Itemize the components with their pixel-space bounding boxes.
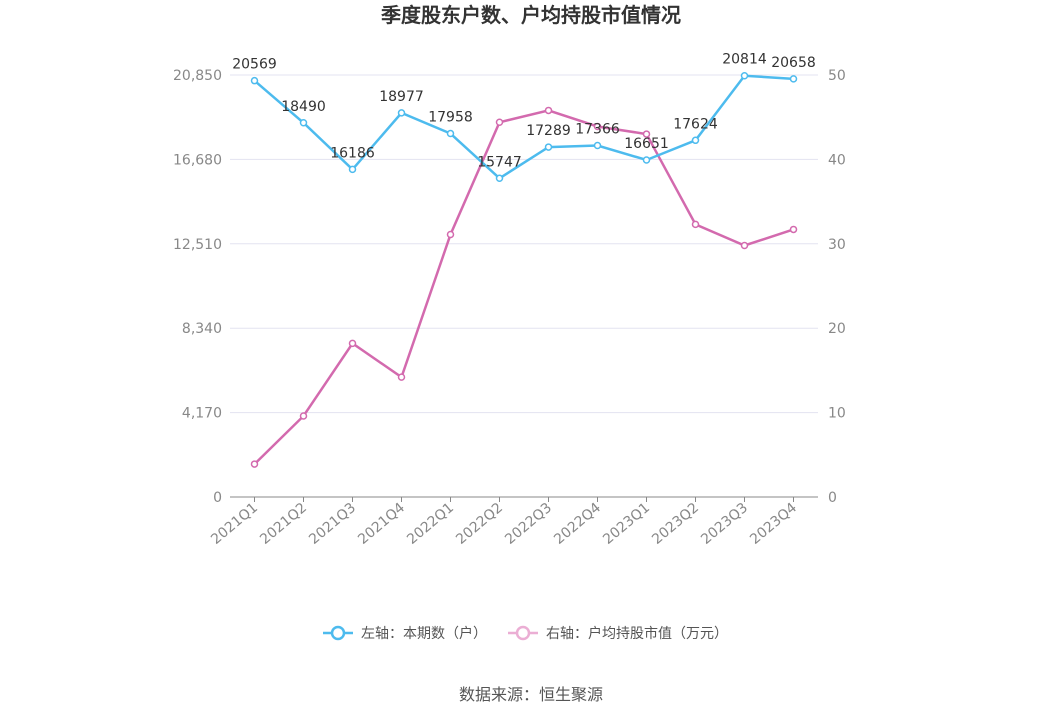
data-label: 15747	[477, 154, 522, 170]
series-point	[348, 339, 357, 348]
data-label: 17624	[673, 116, 718, 132]
right-axis-tick-label: 20	[828, 321, 846, 337]
x-axis-tick-label: 2021Q4	[355, 500, 408, 548]
x-axis-tick-label: 2022Q1	[404, 500, 457, 548]
series-point	[397, 373, 406, 381]
series-point	[593, 141, 602, 150]
x-axis-tick-label: 2022Q3	[502, 500, 555, 548]
series-point	[446, 230, 455, 239]
series-point	[495, 174, 504, 183]
x-axis-tick-label: 2023Q4	[747, 500, 800, 548]
series-line	[253, 109, 794, 465]
x-axis-tick-label: 2022Q2	[453, 500, 506, 548]
left-axis-tick-label: 0	[213, 490, 222, 506]
x-axis-tick-label: 2021Q1	[208, 500, 261, 548]
data-label: 18977	[379, 89, 424, 105]
left-axis-tick-label: 16,680	[173, 152, 222, 168]
series-point	[250, 460, 259, 468]
series-point	[691, 136, 700, 145]
series-point	[348, 165, 357, 174]
left-axis-tick-label: 4,170	[182, 406, 222, 422]
series-point	[397, 109, 406, 117]
legend-item[interactable]: 右轴：户均持股市值（万元）	[508, 625, 728, 642]
chart-title: 季度股东户数、户均持股市值情况	[380, 3, 681, 27]
left-axis-tick-label: 12,510	[173, 237, 222, 253]
series-line	[253, 74, 794, 180]
series-point	[544, 106, 553, 115]
series-point	[740, 241, 749, 250]
data-label: 17289	[526, 123, 571, 139]
source-note: 数据来源：恒生聚源	[459, 685, 603, 704]
x-axis-tick-label: 2022Q4	[551, 500, 604, 548]
legend-marker	[515, 625, 531, 641]
series-point	[446, 129, 455, 138]
series-point	[691, 220, 700, 229]
x-axis-tick-label: 2023Q2	[649, 500, 702, 548]
data-label: 20658	[771, 55, 816, 71]
series-point	[593, 122, 602, 131]
legend-item[interactable]: 左轴：本期数（户）	[323, 625, 487, 642]
data-label: 17958	[428, 110, 473, 126]
series-point	[495, 118, 504, 127]
right-axis-tick-label: 40	[828, 152, 846, 168]
legend-label: 右轴：户均持股市值（万元）	[546, 625, 728, 642]
data-label: 16651	[624, 136, 669, 152]
x-axis-tick-label: 2023Q1	[600, 500, 653, 548]
data-label: 18490	[281, 99, 326, 115]
series	[250, 71, 798, 468]
data-label: 17366	[575, 122, 620, 138]
series-point	[740, 71, 749, 80]
series-point	[642, 130, 651, 138]
right-axis-tick-label: 10	[828, 406, 846, 422]
data-label: 20814	[722, 52, 767, 68]
legend-marker	[330, 625, 346, 641]
right-axis-tick-label: 50	[828, 68, 846, 84]
series-point	[299, 412, 308, 420]
data-label: 20569	[232, 57, 277, 73]
axes: 0 0 4,170 10 8,340 20 12,510 30 16,680 40 20,850 50…	[173, 68, 846, 548]
data-label: 16186	[330, 145, 375, 161]
left-axis-tick-label: 8,340	[182, 321, 222, 337]
legend[interactable]: 左轴：本期数（户） 右轴：户均持股市值（万元）	[323, 625, 728, 642]
legend-label: 左轴：本期数（户）	[361, 625, 487, 642]
series-point	[789, 225, 798, 234]
x-axis-tick-label: 2021Q3	[306, 500, 359, 548]
x-axis-tick-label: 2021Q2	[257, 500, 310, 548]
series-point	[250, 76, 259, 85]
left-axis-tick-label: 20,850	[173, 68, 222, 84]
grid	[230, 74, 818, 414]
right-axis-tick-label: 0	[828, 490, 837, 506]
series-point	[299, 119, 308, 127]
x-axis-tick-label: 2023Q3	[698, 500, 751, 548]
right-axis-tick-label: 30	[828, 237, 846, 253]
series-point	[544, 143, 553, 151]
series-point	[789, 75, 798, 83]
series-point	[642, 156, 651, 164]
